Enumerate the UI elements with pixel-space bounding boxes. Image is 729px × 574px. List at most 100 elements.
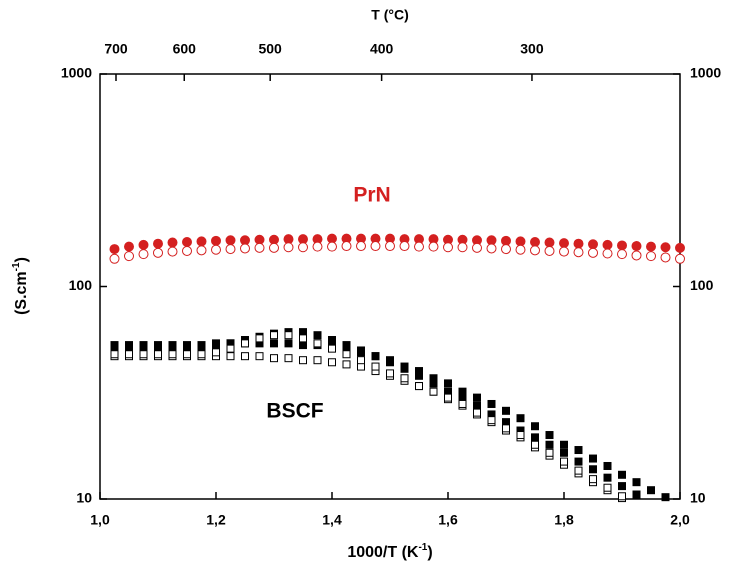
point	[124, 241, 134, 252]
point	[675, 242, 685, 253]
y2-tick-label: 100	[690, 277, 714, 293]
point	[444, 393, 452, 402]
point	[429, 387, 438, 396]
x2-tick-label: 700	[104, 41, 128, 57]
point	[560, 440, 568, 449]
point	[631, 241, 642, 252]
point	[110, 342, 119, 351]
point	[167, 246, 178, 257]
point	[154, 350, 162, 359]
point	[602, 248, 613, 259]
point	[284, 354, 293, 363]
point	[531, 433, 539, 442]
point	[618, 492, 626, 501]
y-tick-label: 1000	[61, 65, 92, 81]
point	[589, 475, 597, 484]
point	[588, 247, 598, 258]
point	[341, 241, 352, 252]
point	[487, 416, 496, 425]
x-label-sup: -1	[418, 542, 427, 553]
y-tick-label: 10	[76, 490, 92, 506]
point	[254, 242, 265, 253]
point	[299, 341, 307, 350]
point	[675, 253, 685, 264]
point	[544, 237, 555, 248]
point	[371, 352, 380, 361]
point	[153, 247, 163, 258]
point	[443, 242, 453, 253]
point	[357, 356, 365, 365]
x-tick-label: 1,8	[554, 512, 574, 528]
point	[559, 246, 569, 257]
point	[370, 241, 381, 252]
point	[125, 350, 133, 359]
point	[270, 354, 278, 363]
point	[574, 466, 583, 475]
point	[212, 348, 220, 357]
point	[197, 350, 206, 359]
point	[617, 249, 627, 260]
point	[154, 342, 162, 351]
point	[240, 235, 250, 246]
point	[138, 249, 149, 260]
point	[458, 399, 467, 408]
point	[125, 342, 133, 351]
y-label-sup: -1	[11, 262, 22, 271]
point	[603, 473, 612, 482]
x-tick-label: 2,0	[670, 512, 690, 528]
point	[138, 239, 149, 250]
point	[574, 446, 583, 455]
point	[632, 490, 641, 499]
point	[298, 242, 308, 253]
point	[312, 241, 323, 252]
point	[560, 457, 568, 466]
x2-tick-label: 500	[258, 41, 282, 57]
point	[226, 352, 235, 361]
point	[182, 245, 192, 256]
point	[385, 241, 395, 252]
point	[415, 371, 423, 380]
y2-tick-label: 10	[690, 490, 706, 506]
point	[502, 424, 510, 433]
point	[516, 414, 525, 423]
point	[502, 406, 510, 415]
point	[618, 470, 626, 479]
point	[573, 247, 584, 258]
point	[415, 382, 423, 391]
point	[573, 238, 584, 249]
plot-frame	[99, 73, 681, 500]
point	[399, 241, 410, 252]
point	[283, 242, 294, 253]
point	[486, 243, 497, 254]
point	[618, 482, 626, 491]
point	[139, 350, 148, 359]
point	[255, 334, 264, 343]
annotation: BSCF	[266, 400, 323, 423]
point	[211, 244, 221, 255]
x-axis-label: 1000/T (K-1)	[347, 542, 432, 562]
point	[357, 346, 365, 355]
point	[588, 239, 598, 250]
point	[473, 401, 481, 410]
point	[284, 339, 293, 348]
point	[457, 242, 468, 253]
point	[400, 374, 409, 383]
point	[530, 236, 540, 247]
point	[168, 350, 177, 359]
point	[428, 241, 439, 252]
point	[473, 393, 481, 402]
point	[299, 334, 307, 343]
point	[313, 356, 322, 365]
point	[342, 360, 351, 369]
point	[530, 245, 540, 256]
point	[386, 358, 394, 367]
point	[269, 242, 279, 253]
point	[328, 336, 336, 345]
x2-axis-label: T (°C)	[371, 7, 408, 23]
point	[647, 486, 655, 495]
point	[660, 242, 671, 253]
point	[472, 242, 482, 253]
point	[400, 364, 409, 373]
point	[646, 241, 656, 252]
point	[544, 245, 555, 256]
